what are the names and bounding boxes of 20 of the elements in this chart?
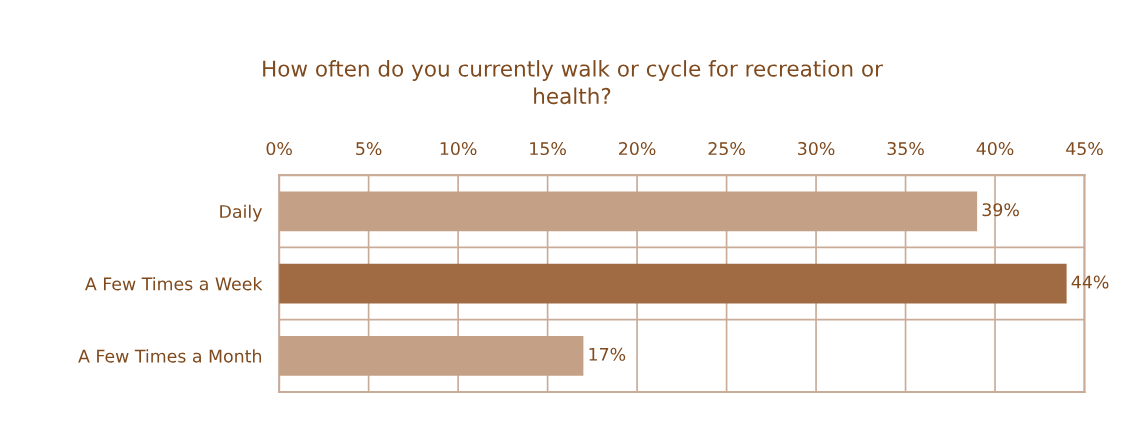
data-label: 39% bbox=[982, 203, 1019, 217]
x-tick-label: 5% bbox=[356, 141, 382, 156]
bar bbox=[279, 335, 584, 376]
x-tick-label: 15% bbox=[530, 141, 566, 156]
bar bbox=[279, 191, 978, 232]
y-tick-label: Daily bbox=[220, 204, 262, 222]
x-tick-label: 25% bbox=[708, 141, 745, 156]
data-label: 44% bbox=[1071, 275, 1109, 289]
y-tick-label: A Few Times a Month bbox=[78, 349, 261, 363]
x-tick-label: 45% bbox=[1066, 141, 1103, 156]
x-tick-label: 20% bbox=[619, 141, 656, 156]
x-tick-label: 35% bbox=[887, 141, 924, 156]
data-label: 17% bbox=[589, 347, 626, 361]
x-tick-label: 40% bbox=[976, 141, 1014, 156]
y-tick-label: A Few Times a Week bbox=[85, 276, 263, 291]
x-tick-label: 30% bbox=[798, 141, 835, 156]
x-tick-label: 0% bbox=[266, 141, 292, 156]
x-tick-label: 10% bbox=[440, 141, 477, 156]
chart-title: How often do you currently walk or cycle for recreation or health? bbox=[263, 60, 883, 105]
bar bbox=[279, 263, 1067, 304]
